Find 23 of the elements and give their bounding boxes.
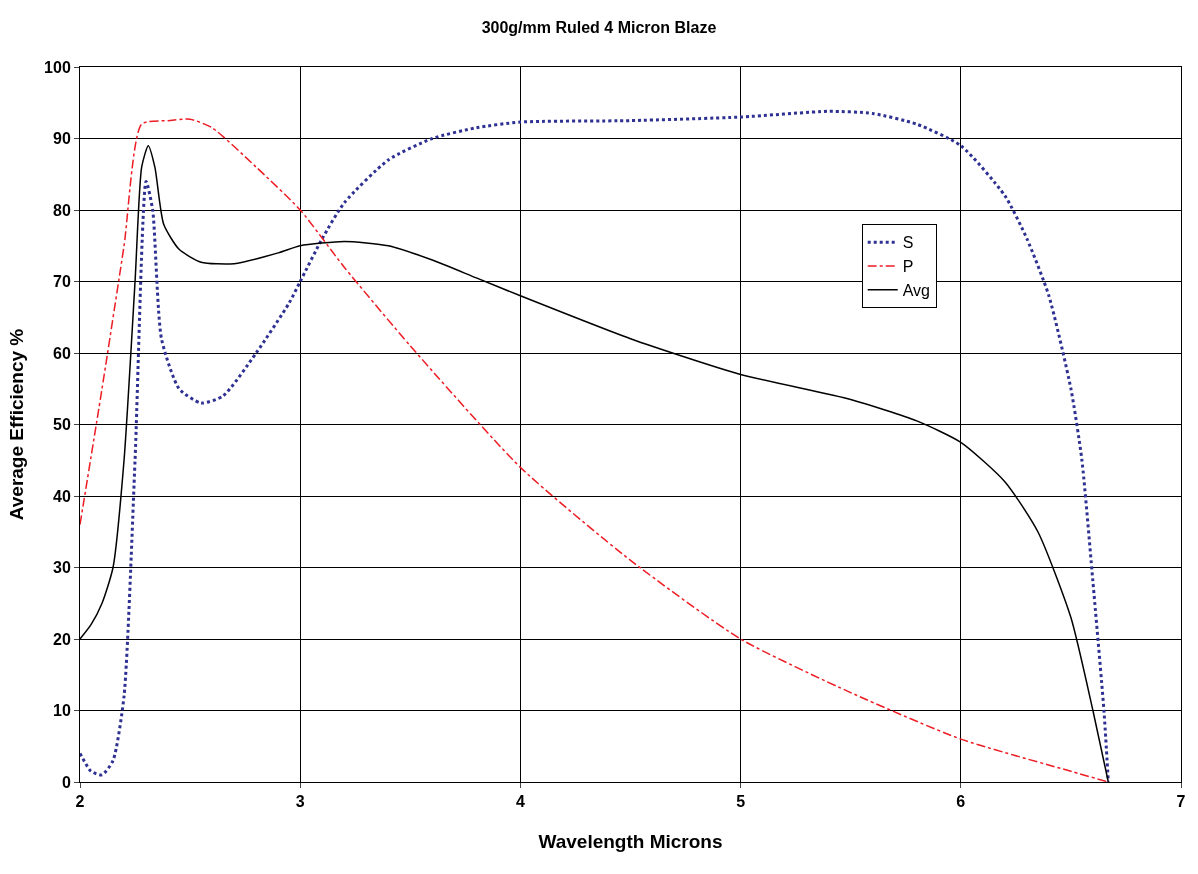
y-tick-label: 100: [44, 58, 71, 76]
y-tick-label: 10: [53, 702, 71, 720]
x-axis-title: Wavelength Microns: [538, 831, 723, 852]
legend-label: Avg: [902, 282, 930, 300]
y-axis-title: Average Efficiency %: [5, 328, 27, 521]
x-tick-label: 7: [1176, 793, 1186, 811]
x-tick-label: 4: [515, 793, 525, 811]
y-tick-label: 80: [53, 201, 71, 219]
y-tick-label: 30: [53, 559, 71, 577]
x-tick-label: 2: [75, 793, 85, 811]
legend-label: P: [902, 258, 914, 276]
chart-title: 300g/mm Ruled 4 Micron Blaze: [481, 19, 717, 37]
y-tick-label: 0: [61, 773, 71, 791]
x-tick-label: 6: [956, 793, 966, 811]
y-tick-label: 40: [53, 487, 71, 505]
x-tick-label: 5: [736, 793, 746, 811]
y-tick-label: 90: [53, 130, 71, 148]
y-tick-label: 60: [53, 344, 71, 362]
legend-label: S: [902, 234, 914, 252]
y-tick-label: 50: [53, 416, 71, 434]
y-tick-label: 70: [53, 273, 71, 291]
x-tick-label: 3: [295, 793, 305, 811]
y-tick-label: 20: [53, 630, 71, 648]
